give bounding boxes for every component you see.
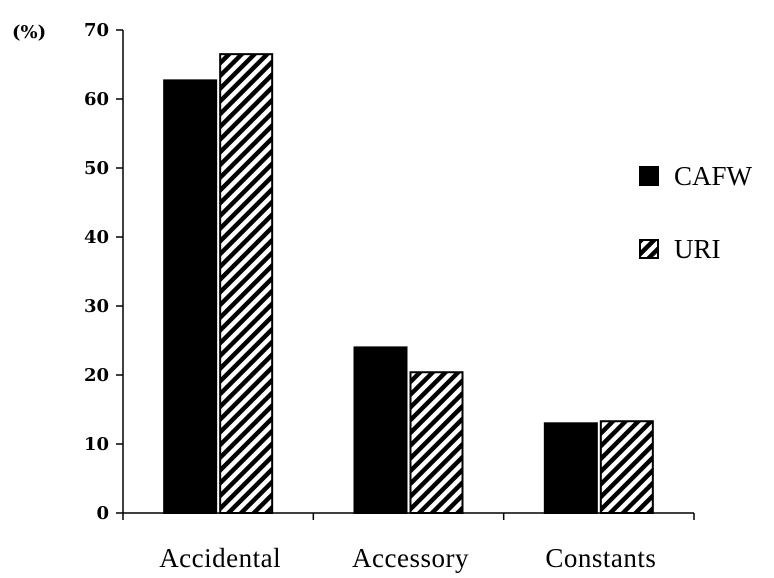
y-axis-ticks: 0 10 20 30 40 50 60 70 [84,20,123,524]
y-tick-label: 70 [84,20,109,41]
y-tick-label: 50 [84,158,109,179]
bar-uri-constants [599,420,654,515]
bar-cafw-accessory [353,346,408,514]
y-tick-label: 30 [84,296,109,317]
y-axis-unit-label: (%) [12,22,46,43]
bar-uri-accessory [409,371,464,514]
x-category-label: Constants [545,543,656,573]
bar-cafw-constants [543,422,598,514]
legend-label-cafw: CAFW [674,161,753,191]
y-tick-label: 60 [84,89,109,110]
legend-label-uri: URI [674,234,721,264]
x-category-label: Accessory [352,543,469,573]
y-tick-label: 40 [84,227,109,248]
y-tick-label: 20 [84,365,109,386]
bars-group [163,53,654,515]
legend-item-cafw: CAFW [639,161,753,191]
y-tick-label: 10 [84,434,109,455]
legend-item-uri: URI [639,234,721,264]
category-labels: Accidental Accessory Constants [159,543,656,573]
y-tick-label: 0 [96,503,109,524]
legend-swatch-uri [639,239,659,259]
legend: CAFW URI [639,161,753,264]
x-category-label: Accidental [159,543,281,573]
bar-cafw-accidental [163,79,218,515]
legend-swatch-cafw [639,166,659,186]
x-axis-ticks [122,513,695,520]
bar-uri-accidental [219,53,274,515]
